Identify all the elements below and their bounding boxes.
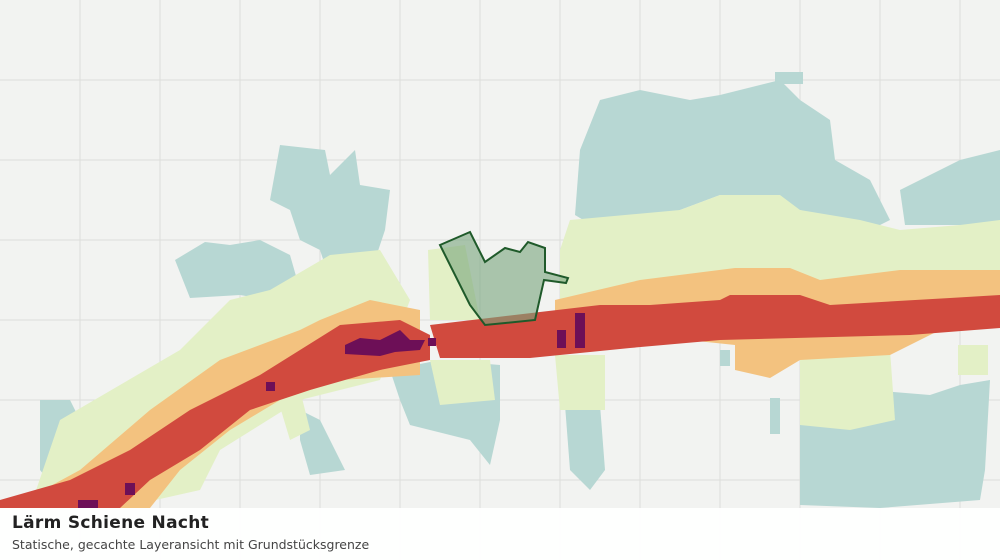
- layer-subtitle: Statische, gecachte Layeransicht mit Gru…: [12, 537, 370, 552]
- noise-zone-low: [40, 72, 1000, 508]
- layer-title: Lärm Schiene Nacht: [12, 513, 210, 533]
- noise-zone-high: [0, 295, 1000, 508]
- caption: Lärm Schiene Nacht Statische, gecachte L…: [0, 508, 1000, 560]
- parcel-boundary[interactable]: [438, 230, 570, 327]
- noise-zone-very-high: [78, 313, 585, 508]
